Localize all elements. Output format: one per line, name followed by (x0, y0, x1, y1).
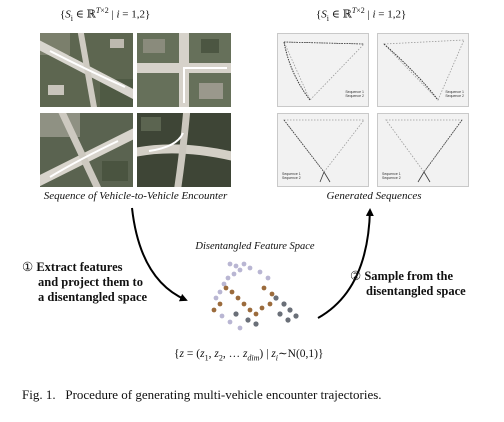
step-1-line-3: a disentangled space (38, 290, 148, 304)
feature-space-title: Disentangled Feature Space (195, 241, 315, 252)
step-1-line-2: and project them to (38, 275, 143, 289)
plot-3-legend: Sequence 1 Sequence 2 (282, 172, 301, 180)
aerial-image-4 (137, 113, 231, 187)
right-panel-caption: Generated Sequences (326, 190, 422, 202)
step-1-label: ① Extract features and project them to a… (22, 260, 172, 305)
sample-arrow (317, 208, 374, 319)
generated-plot-2: Sequence 1 Sequence 2 (377, 33, 469, 107)
plot-1-legend: Sequence 1 Sequence 2 (345, 90, 364, 98)
step-1-line-1: ① Extract features (22, 260, 123, 274)
generated-plot-grid: Sequence 1 Sequence 2 Sequence 1 Sequenc… (277, 33, 471, 187)
generated-plot-1: Sequence 1 Sequence 2 (277, 33, 369, 107)
step-2-line-1: ② Sample from the (350, 269, 453, 283)
figure-label: Fig. 1. (22, 387, 56, 402)
feature-space-scatter (211, 261, 299, 331)
step-2-line-2: disentangled space (366, 284, 466, 298)
plot-2-legend: Sequence 1 Sequence 2 (445, 90, 464, 98)
figure-caption: Fig. 1. Procedure of generating multi-ve… (22, 387, 382, 403)
generated-plot-3: Sequence 1 Sequence 2 (277, 113, 369, 187)
aerial-image-3 (40, 113, 133, 187)
step-2-label: ② Sample from the disentangled space (350, 269, 500, 299)
aerial-image-1 (40, 33, 133, 107)
plot-4-legend: Sequence 1 Sequence 2 (382, 172, 401, 180)
latent-formula: {z = (z1, z2, … zdim) | zi∼N(0,1)} (174, 348, 324, 363)
generated-plot-4: Sequence 1 Sequence 2 (377, 113, 469, 187)
left-set-label: {Si ∈ ℝT×2 | i = 1,2} (60, 6, 151, 23)
left-panel-caption: Sequence of Vehicle-to-Vehicle Encounter (43, 190, 228, 202)
aerial-image-grid (40, 33, 231, 187)
aerial-image-2 (137, 33, 231, 107)
extract-arrow (131, 207, 188, 302)
figure-caption-text: Procedure of generating multi-vehicle en… (65, 387, 382, 402)
right-set-label: {Si ∈ ℝT×2 | i = 1,2} (316, 6, 407, 23)
